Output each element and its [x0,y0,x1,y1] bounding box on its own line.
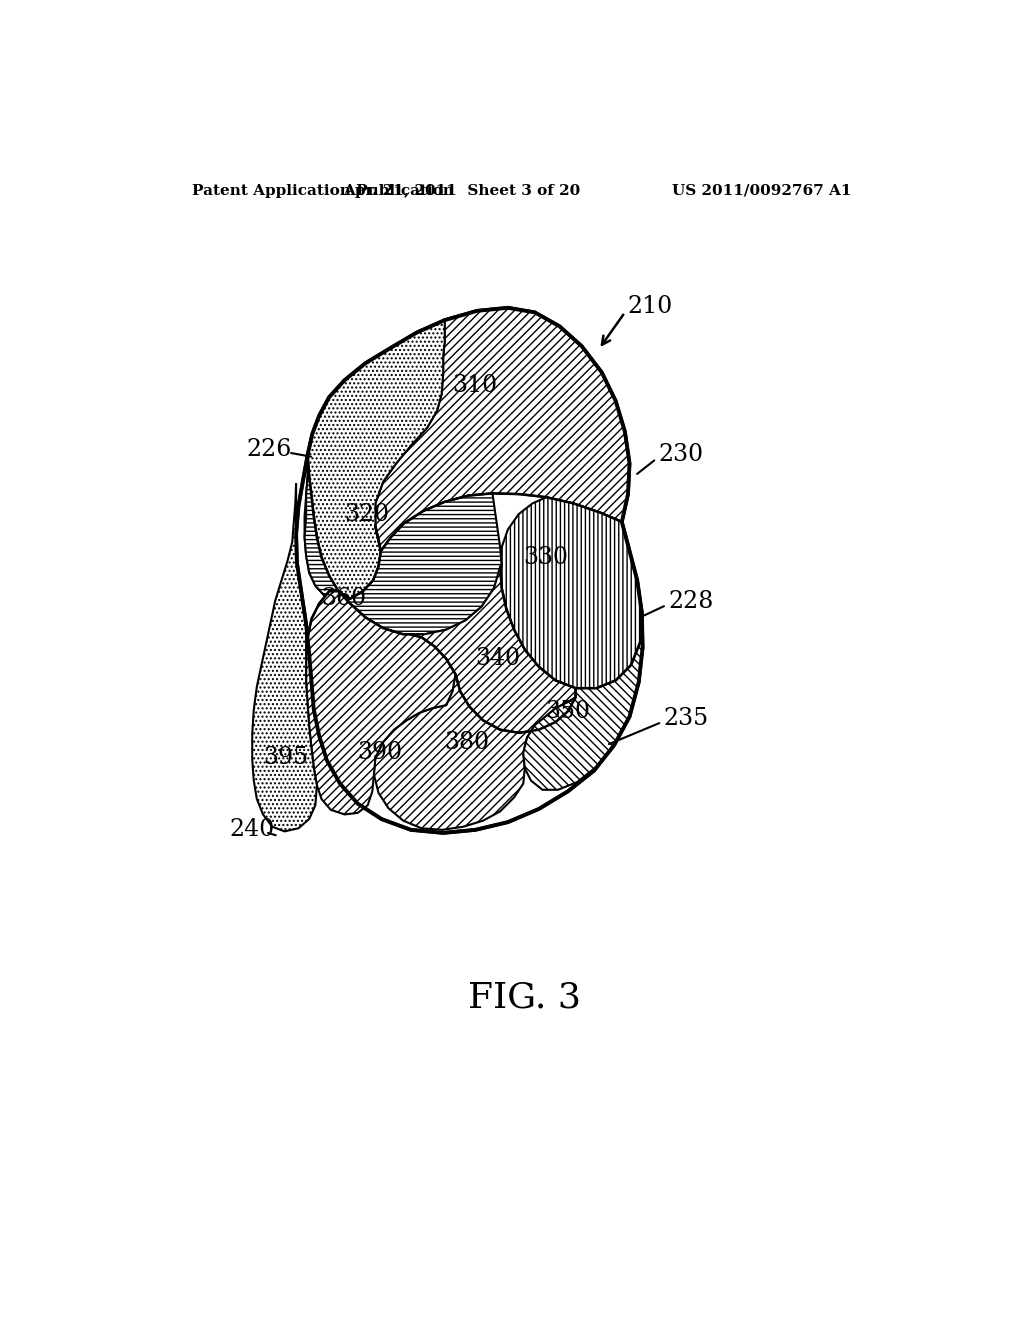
Text: 230: 230 [658,444,703,466]
Text: 235: 235 [664,708,709,730]
Text: 360: 360 [322,587,367,610]
Text: 350: 350 [545,700,590,723]
Text: FIG. 3: FIG. 3 [468,981,582,1015]
Text: 226: 226 [246,438,292,461]
Polygon shape [523,612,643,789]
Polygon shape [252,483,316,832]
Polygon shape [296,308,643,833]
Polygon shape [376,308,630,552]
Polygon shape [304,321,444,601]
Text: 320: 320 [345,503,390,525]
Text: 340: 340 [475,647,520,671]
Text: 228: 228 [668,590,714,612]
Text: 380: 380 [444,730,489,754]
Text: 390: 390 [357,742,402,764]
Text: Patent Application Publication: Patent Application Publication [193,183,455,198]
Text: 210: 210 [628,294,673,318]
Text: 395: 395 [263,746,308,770]
Polygon shape [304,455,502,635]
Text: US 2011/0092767 A1: US 2011/0092767 A1 [672,183,852,198]
Text: Apr. 21, 2011  Sheet 3 of 20: Apr. 21, 2011 Sheet 3 of 20 [343,183,581,198]
Text: 330: 330 [523,545,568,569]
Polygon shape [500,498,642,688]
Polygon shape [403,566,575,733]
Text: 240: 240 [229,818,274,841]
Polygon shape [374,675,575,830]
Polygon shape [306,591,456,814]
Text: 310: 310 [453,374,498,397]
